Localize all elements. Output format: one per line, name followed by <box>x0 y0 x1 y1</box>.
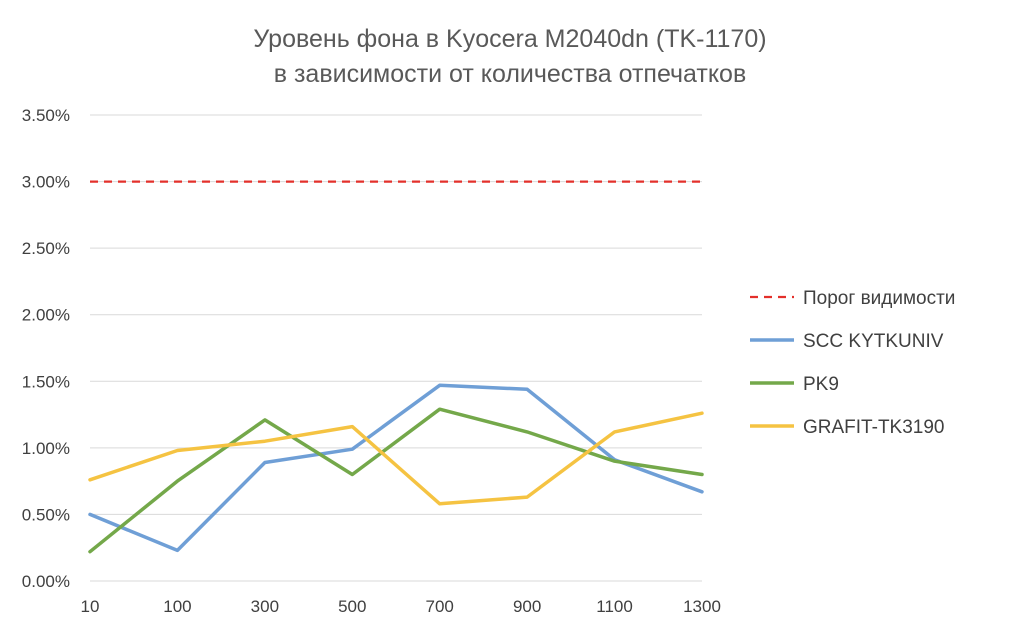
y-tick-label: 3.50% <box>22 106 70 125</box>
chart-title-line-2: в зависимости от количества отпечатков <box>274 60 747 88</box>
series-line-1 <box>88 383 704 553</box>
series-line-3 <box>88 411 704 506</box>
x-tick-label: 100 <box>163 597 191 616</box>
x-tick-label: 1100 <box>596 597 633 616</box>
legend-label: PK9 <box>803 374 839 395</box>
series-line-2 <box>88 407 704 554</box>
series-lines <box>88 180 704 554</box>
legend-label: SCC KYTKUNIV <box>803 331 944 352</box>
y-tick-label: 1.00% <box>22 439 70 458</box>
legend-label: GRAFIT-TK3190 <box>803 417 945 438</box>
x-tick-label: 500 <box>338 597 366 616</box>
x-tick-label: 300 <box>251 597 279 616</box>
y-tick-label: 1.50% <box>22 372 70 391</box>
x-tick-label: 10 <box>81 597 100 616</box>
x-tick-label: 900 <box>513 597 541 616</box>
x-tick-label: 700 <box>426 597 454 616</box>
chart-title-line-1: Уровень фона в Kyocera M2040dn (TK-1170) <box>253 25 766 53</box>
y-tick-label: 0.50% <box>22 505 70 524</box>
x-axis-ticks: 10 100 300 500 700 900 1100 1300 <box>81 597 721 616</box>
gridlines <box>90 114 702 582</box>
legend-label: Порог видимости <box>803 288 955 309</box>
y-tick-label: 2.00% <box>22 306 70 325</box>
y-tick-label: 0.00% <box>22 572 70 591</box>
y-axis-ticks: 0.00% 0.50% 1.00% 1.50% 2.00% 2.50% 3.00% 3.50% <box>22 106 70 591</box>
y-tick-label: 2.50% <box>22 239 70 258</box>
x-tick-label: 1300 <box>683 597 721 616</box>
legend: Порог видимости SCC KYTKUNIV PK9 GRAFIT-TK3… <box>750 288 955 438</box>
y-tick-label: 3.00% <box>22 173 70 192</box>
